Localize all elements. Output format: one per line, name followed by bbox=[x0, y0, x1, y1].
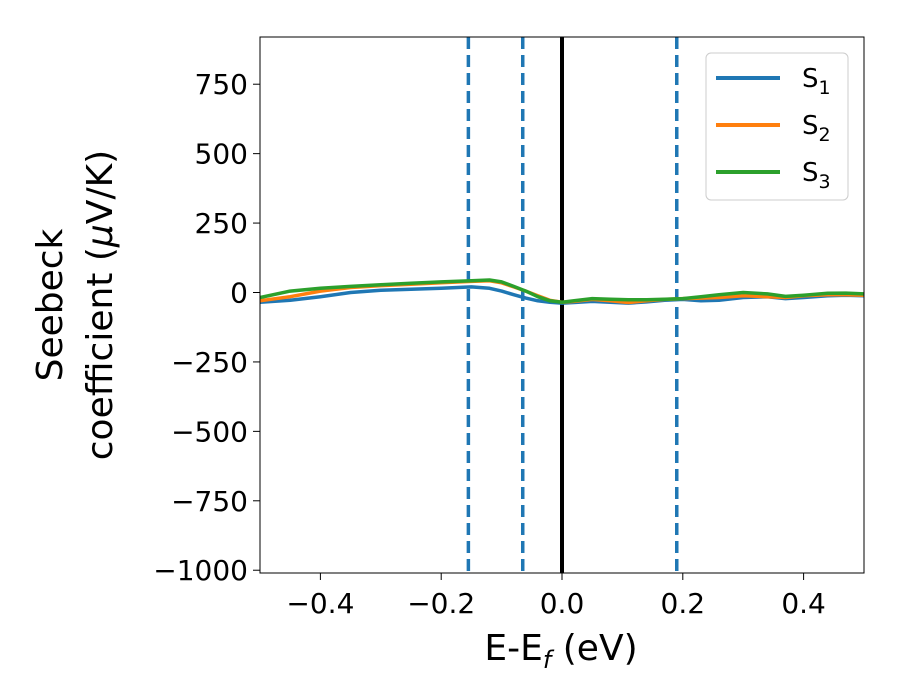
legend-label-s3: S3 bbox=[802, 158, 831, 193]
legend-label-main: S bbox=[802, 64, 819, 94]
y-tick-label: −500 bbox=[171, 415, 248, 448]
y-axis-ticks: 750 500 250 0 −250 −500 −750 −1000 bbox=[153, 68, 260, 587]
y-tick-label: −1000 bbox=[153, 554, 248, 587]
legend-label-main: S bbox=[802, 158, 819, 188]
y-axis-label-line1: Seebeck bbox=[30, 228, 71, 381]
x-tick-label: −0.4 bbox=[286, 587, 354, 620]
x-tick-label: −0.2 bbox=[407, 587, 475, 620]
y-axis-label-line2-pre: coefficient ( bbox=[80, 247, 121, 460]
plot-content bbox=[260, 37, 864, 573]
y-axis-label-mu: μ bbox=[80, 224, 121, 248]
legend-label-s2: S2 bbox=[802, 111, 831, 146]
legend-label-s1: S1 bbox=[802, 64, 831, 99]
legend-label-subscript: 1 bbox=[819, 77, 831, 99]
series-line-s3 bbox=[260, 278, 864, 304]
legend-label-subscript: 3 bbox=[819, 171, 831, 193]
y-tick-label: −250 bbox=[171, 346, 248, 379]
plot-area bbox=[260, 37, 864, 573]
y-axis-label-line2: coefficient (μV/K) bbox=[80, 150, 121, 460]
legend-label-subscript: 2 bbox=[819, 124, 831, 146]
x-axis-ticks: −0.4 −0.2 0.0 0.2 0.4 bbox=[286, 573, 826, 620]
x-axis-label-unit: (eV) bbox=[551, 628, 637, 669]
y-axis-label-line2-post: V/K) bbox=[80, 150, 121, 224]
y-tick-label: 250 bbox=[195, 207, 248, 240]
plot-frame bbox=[259, 36, 865, 574]
y-tick-label: −750 bbox=[171, 485, 248, 518]
x-tick-label: 0.2 bbox=[661, 587, 706, 620]
x-axis-label-main: E-E bbox=[484, 628, 542, 669]
x-axis-label: E-Ef (eV) bbox=[484, 628, 637, 674]
y-tick-label: 750 bbox=[195, 68, 248, 101]
y-tick-label: 500 bbox=[195, 138, 248, 171]
legend-label-main: S bbox=[802, 111, 819, 141]
x-tick-label: 0.4 bbox=[781, 587, 826, 620]
y-tick-label: 0 bbox=[230, 277, 248, 310]
x-tick-label: 0.0 bbox=[540, 587, 585, 620]
